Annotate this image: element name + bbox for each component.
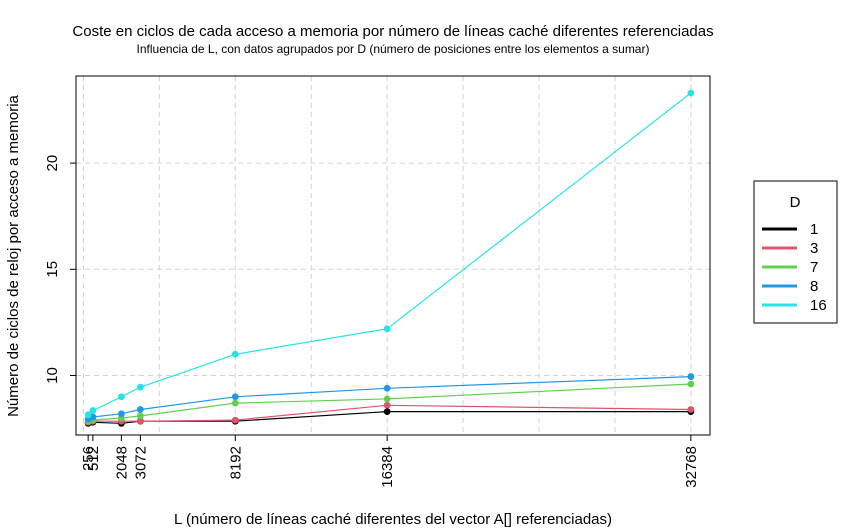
- y-axis: 10 15 20: [44, 155, 76, 384]
- series-layer: [84, 89, 695, 427]
- data-point: [383, 395, 391, 403]
- data-point: [231, 399, 239, 407]
- series-16: [84, 89, 695, 419]
- legend-label: 1: [810, 221, 818, 238]
- legend-label: 8: [810, 278, 818, 295]
- chart-subtitle: Influencia de L, con datos agrupados por…: [137, 42, 650, 56]
- y-tick-label: 20: [44, 155, 61, 172]
- x-tick-label: 8192: [227, 446, 244, 479]
- data-point: [687, 89, 695, 97]
- data-point: [89, 407, 97, 414]
- x-tick-label: 256: [80, 446, 97, 471]
- data-point: [687, 373, 695, 380]
- data-point: [136, 417, 144, 425]
- legend-label: 7: [810, 259, 818, 276]
- legend: D 1 3 7 8 16: [753, 180, 838, 324]
- data-point: [383, 408, 391, 416]
- y-tick-label: 10: [44, 367, 61, 384]
- data-point: [136, 412, 144, 420]
- data-point: [117, 393, 125, 401]
- data-point: [687, 380, 695, 388]
- x-tick-label: 512: [85, 446, 102, 471]
- data-point: [383, 401, 391, 409]
- data-point: [383, 325, 391, 333]
- data-point: [687, 406, 695, 413]
- legend-label: 3: [810, 240, 818, 257]
- data-point: [117, 410, 125, 418]
- legend-title: D: [790, 194, 801, 211]
- series-line: [87, 92, 692, 416]
- x-tick-label: 16384: [379, 446, 396, 488]
- plot-frame: [75, 75, 711, 436]
- data-point: [136, 383, 144, 391]
- data-point: [136, 406, 144, 413]
- x-tick-label: 32768: [683, 446, 700, 488]
- data-point: [383, 384, 391, 392]
- grid: [76, 76, 710, 435]
- data-point: [231, 393, 239, 401]
- legend-label: 16: [810, 297, 827, 314]
- y-tick-label: 15: [44, 261, 61, 278]
- data-point: [231, 416, 239, 424]
- data-point: [231, 350, 239, 358]
- y-axis-label: Número de ciclos de reloj por acceso a m…: [5, 94, 22, 416]
- x-tick-label: 3072: [132, 446, 149, 479]
- series-8: [84, 373, 695, 423]
- x-tick-label: 2048: [113, 446, 130, 479]
- chart-title: Coste en ciclos de cada acceso a memoria…: [72, 23, 713, 40]
- x-axis-label: L (número de líneas caché diferentes del…: [174, 511, 612, 528]
- legend-box: [753, 180, 838, 324]
- data-point: [84, 411, 92, 419]
